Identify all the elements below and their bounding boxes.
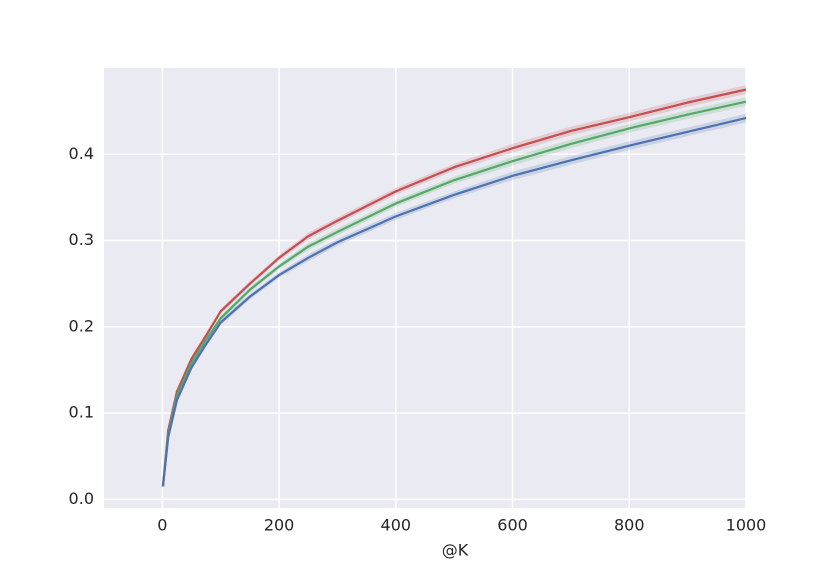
y-tick-label: 0.0 (69, 489, 94, 508)
plot-area (161, 85, 746, 487)
x-tick-label: 400 (381, 516, 412, 535)
confidence-band (162, 85, 746, 487)
x-tick-label: 1000 (726, 516, 767, 535)
x-tick-label: 0 (157, 516, 167, 535)
x-axis-label: @K (442, 541, 469, 560)
x-tick-label: 200 (264, 516, 295, 535)
x-tick-label: 600 (497, 516, 528, 535)
line (161, 116, 746, 487)
y-tick-label: 0.1 (69, 403, 94, 422)
x-tick-label: 800 (614, 516, 645, 535)
y-tick-label: 0.2 (69, 316, 94, 335)
y-tick-label: 0.3 (69, 230, 94, 249)
plot-background (104, 68, 746, 508)
line (161, 100, 746, 487)
y-tick-label: 0.4 (69, 144, 94, 163)
line (161, 88, 746, 487)
